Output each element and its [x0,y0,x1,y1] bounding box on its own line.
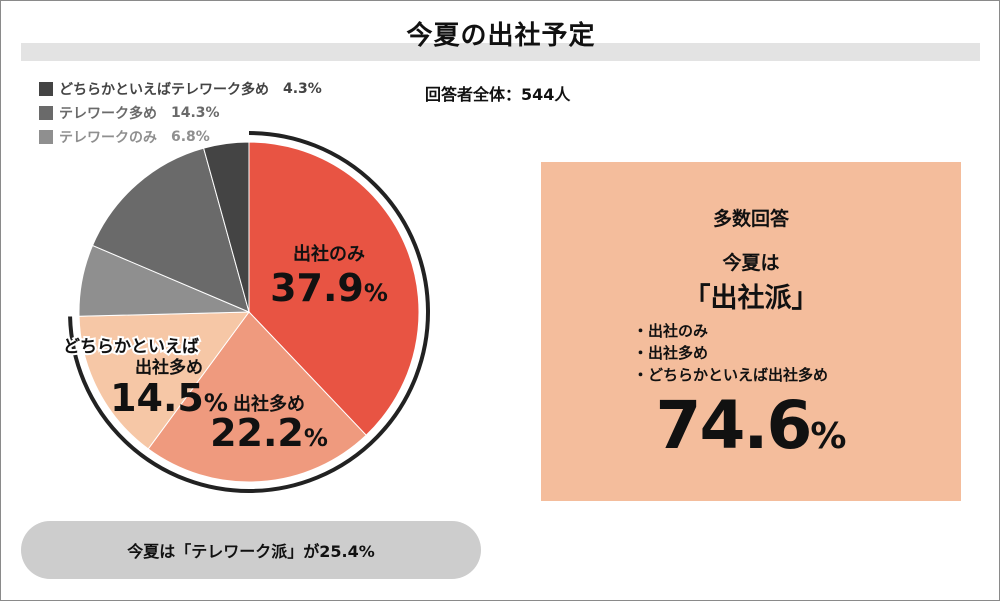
legend-label: どちらかといえばテレワーク多め [59,82,269,98]
slice-value-number: 37.9 [270,266,364,310]
slice-value-unit: % [204,389,228,417]
slice-label-office-rather-line1: どちらかといえば [63,337,199,357]
pie-slice [248,141,420,436]
slice-value-number: 14.5 [110,376,204,420]
callout-group-name: 「出社派」 [683,283,819,314]
callout-item-list: 出社のみ 出社多め どちらかといえば出社多め [633,320,828,386]
legend-item-telework-rather: どちらかといえばテレワーク多め 4.3% [39,79,322,99]
legend-label: テレワークのみ [59,130,157,146]
callout-subtitle: 今夏は [722,252,780,274]
callout-item: 出社のみ [633,320,828,342]
title-bar [21,43,980,61]
callout-item: どちらかといえば出社多め [633,364,828,386]
slice-value-number: 22.2 [210,411,304,455]
legend-percent: 6.8% [171,129,210,145]
pie-slice [147,311,367,483]
pie-slice [91,147,250,313]
slice-value-office-mostly: 22.2% [210,411,328,455]
telework-summary-text: 今夏は「テレワーク派」が25.4% [127,542,375,561]
callout-total-unit: % [810,416,847,457]
legend-percent: 4.3% [283,81,322,97]
slice-label-office-rather-line2: 出社多め [135,357,203,378]
callout-total-number: 74.6 [655,387,813,464]
slice-value-unit: % [364,279,388,307]
pie-slice [78,311,251,450]
page-title: 今夏の出社予定 [406,21,596,51]
pie-slice [203,141,250,313]
pie-slices [78,141,420,483]
legend-swatch [39,106,53,120]
legend-swatch [39,82,53,96]
callout-heading: 多数回答 [712,208,789,230]
legend: どちらかといえばテレワーク多め 4.3% テレワーク多め 14.3% テレワーク… [39,79,322,151]
legend-percent: 14.3% [171,105,220,121]
pie-chart: 出社のみ 37.9% 出社多め 22.2% どちらかといえば 出社多め 14.5… [61,131,430,493]
slice-label-office-only: 出社のみ [293,243,365,265]
legend-item-telework-only: テレワークのみ 6.8% [39,127,322,147]
majority-callout: 多数回答 今夏は 「出社派」 出社のみ 出社多め どちらかといえば出社多め 74… [541,162,961,501]
slice-value-unit: % [304,424,328,452]
slice-label-office-mostly: 出社多め [233,393,305,415]
telework-summary-pill: 今夏は「テレワーク派」が25.4% [21,521,481,579]
callout-item: 出社多め [633,342,828,364]
callout-total: 74.6% [541,387,961,464]
legend-label: テレワーク多め [59,106,157,122]
legend-swatch [39,130,53,144]
slice-value-office-only: 37.9% [270,266,388,310]
office-group-arc [68,131,430,493]
respondent-total: 回答者全体：544人 [425,85,571,104]
slice-value-office-rather: 14.5% [110,376,228,420]
legend-item-telework-mostly: テレワーク多め 14.3% [39,103,322,123]
